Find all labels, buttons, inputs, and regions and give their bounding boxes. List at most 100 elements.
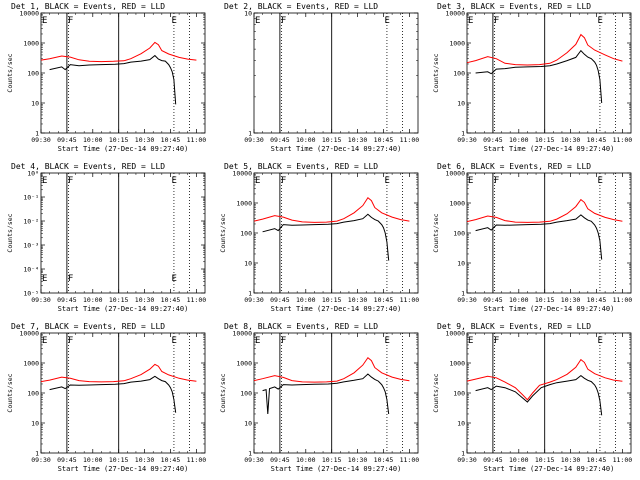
- plot-frame: [253, 172, 419, 294]
- x-tick-label: 10:30: [135, 136, 155, 144]
- x-tick-label: 10:45: [587, 136, 607, 144]
- y-tick-label: 10⁻²: [23, 218, 39, 226]
- event-marker-label: F: [281, 336, 286, 346]
- detector-7-panel: Det 7, BLACK = Events, RED = LLD 1 10 100 10…: [0, 320, 213, 480]
- y-tick-label: 1: [248, 290, 252, 298]
- x-tick-label: 10:15: [109, 136, 129, 144]
- x-tick-label: 09:45: [57, 136, 77, 144]
- y-axis-label: Counts/sec: [432, 213, 440, 252]
- x-tick-label: 10:15: [535, 136, 555, 144]
- chart-title: Det 9, BLACK = Events, RED = LLD: [437, 322, 591, 331]
- event-marker-label: E: [171, 274, 176, 284]
- x-tick-label: 11:00: [400, 136, 420, 144]
- x-tick-label: 10:15: [322, 136, 342, 144]
- y-tick-label: 10⁻¹: [23, 194, 39, 202]
- x-tick-label: 10:45: [161, 456, 181, 464]
- event-marker-label: F: [281, 16, 286, 26]
- events-line: [49, 375, 177, 413]
- events-line: [262, 213, 390, 261]
- events-line: [262, 373, 390, 415]
- y-axis-label: Counts/sec: [6, 373, 14, 412]
- x-tick-label: 09:45: [483, 296, 503, 304]
- y-tick-label: 10000: [19, 330, 39, 338]
- y-tick-label: 1000: [236, 360, 252, 368]
- plot-frame: [253, 12, 419, 134]
- x-tick-label: 09:30: [244, 456, 264, 464]
- x-tick-label: 11:00: [400, 296, 420, 304]
- x-tick-label: 11:00: [613, 456, 633, 464]
- x-tick-label: 10:00: [296, 136, 316, 144]
- event-marker-label: F: [68, 274, 73, 284]
- detector-8-panel: Det 8, BLACK = Events, RED = LLD 1 10 100 10…: [213, 320, 426, 480]
- x-tick-label: 11:00: [187, 456, 207, 464]
- x-tick-label: 10:45: [587, 296, 607, 304]
- plot-frame: [466, 332, 632, 454]
- event-marker-label: E: [42, 274, 47, 284]
- y-tick-label: 1000: [23, 40, 39, 48]
- y-tick-label: 100: [453, 70, 465, 78]
- event-marker-label: E: [597, 16, 602, 26]
- x-tick-label: 10:00: [296, 296, 316, 304]
- y-tick-label: 1: [248, 130, 252, 138]
- x-tick-label: 10:00: [509, 296, 529, 304]
- x-tick-label: 10:30: [348, 296, 368, 304]
- x-tick-label: 09:30: [457, 296, 477, 304]
- event-marker-label: E: [42, 16, 47, 26]
- y-tick-label: 10000: [445, 170, 465, 178]
- y-tick-label: 1000: [236, 200, 252, 208]
- y-tick-label: 10⁻⁵: [23, 290, 39, 298]
- x-axis-label: Start Time (27-Dec-14 09:27:40): [58, 305, 189, 313]
- event-marker-label: E: [597, 336, 602, 346]
- x-tick-label: 10:30: [348, 136, 368, 144]
- x-tick-label: 10:00: [509, 456, 529, 464]
- detector-5-chart: Det 5, BLACK = Events, RED = LLD 1 10 100 10…: [219, 162, 420, 313]
- y-axis-label: Counts/sec: [6, 53, 14, 92]
- events-line: [475, 49, 603, 104]
- y-tick-label: 10000: [232, 170, 252, 178]
- y-axis-label: Counts/sec: [219, 213, 227, 252]
- x-tick-label: 10:30: [348, 456, 368, 464]
- x-axis-label: Start Time (27-Dec-14 09:27:40): [271, 305, 402, 313]
- y-tick-label: 10: [244, 420, 252, 428]
- event-marker-label: E: [171, 16, 176, 26]
- x-tick-label: 09:30: [31, 296, 51, 304]
- chart-title: Det 3, BLACK = Events, RED = LLD: [437, 2, 591, 11]
- x-tick-label: 10:30: [561, 296, 581, 304]
- x-tick-label: 10:45: [374, 456, 394, 464]
- y-tick-label: 1000: [449, 40, 465, 48]
- event-marker-label: F: [68, 16, 73, 26]
- chart-title: Det 1, BLACK = Events, RED = LLD: [11, 2, 165, 11]
- x-tick-label: 10:30: [561, 456, 581, 464]
- y-tick-label: 10: [457, 100, 465, 108]
- x-tick-label: 11:00: [187, 136, 207, 144]
- event-marker-label: F: [494, 16, 499, 26]
- x-tick-label: 09:30: [244, 296, 264, 304]
- y-tick-label: 100: [27, 70, 39, 78]
- plot-frame: [40, 332, 206, 454]
- event-marker-label: E: [42, 336, 47, 346]
- events-line: [49, 54, 177, 105]
- x-tick-label: 10:45: [374, 296, 394, 304]
- detector-5-panel: Det 5, BLACK = Events, RED = LLD 1 10 100 10…: [213, 160, 426, 320]
- event-marker-label: E: [384, 176, 389, 186]
- event-marker-label: E: [384, 336, 389, 346]
- x-tick-label: 10:30: [135, 296, 155, 304]
- x-tick-label: 09:45: [57, 296, 77, 304]
- detector-8-chart: Det 8, BLACK = Events, RED = LLD 1 10 100 10…: [219, 322, 419, 473]
- x-tick-label: 11:00: [187, 296, 207, 304]
- x-tick-label: 09:30: [244, 136, 264, 144]
- x-axis-label: Start Time (27-Dec-14 09:27:40): [484, 465, 615, 473]
- chart-title: Det 7, BLACK = Events, RED = LLD: [11, 322, 165, 331]
- plot-frame: [466, 172, 632, 294]
- y-tick-label: 1: [461, 290, 465, 298]
- lld-line: [253, 356, 410, 383]
- y-axis-label: Counts/sec: [6, 213, 14, 252]
- x-tick-label: 10:00: [83, 136, 103, 144]
- detector-9-chart: Det 9, BLACK = Events, RED = LLD 1 10 100 10…: [432, 322, 633, 473]
- detector-2-panel: Det 2, BLACK = Events, RED = LLD 1 10 09:30…: [213, 0, 426, 160]
- x-tick-label: 10:15: [322, 296, 342, 304]
- x-axis-label: Start Time (27-Dec-14 09:27:40): [58, 145, 189, 153]
- x-tick-label: 10:45: [374, 136, 394, 144]
- plot-frame: [40, 12, 206, 134]
